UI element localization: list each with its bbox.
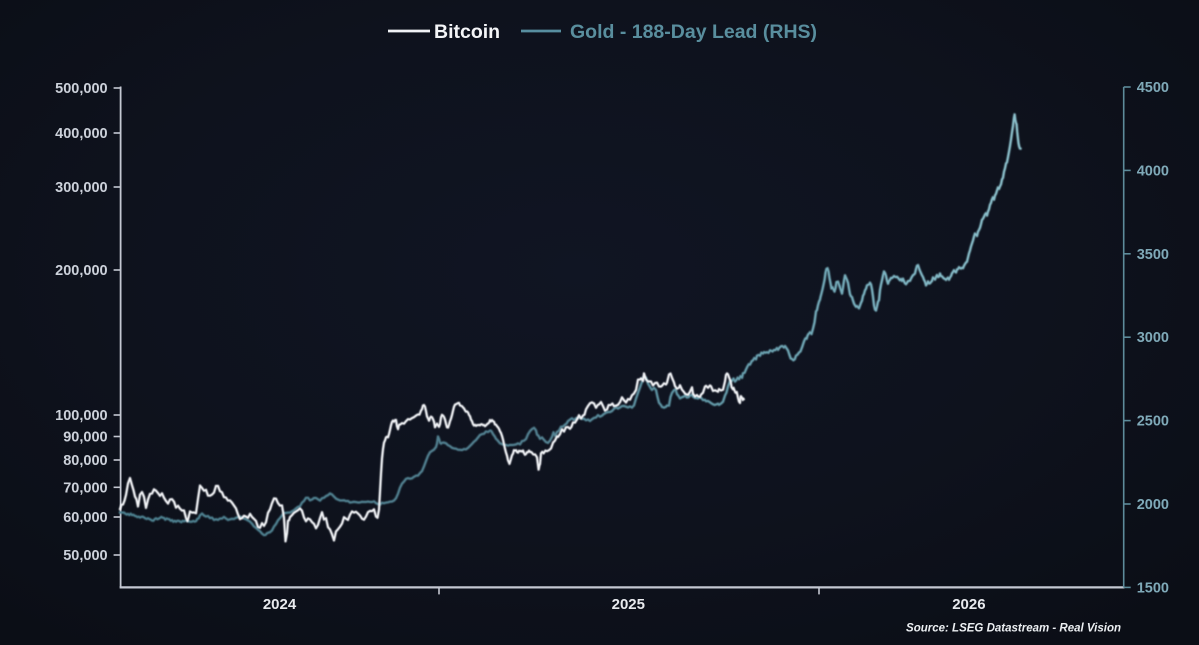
svg-text:50,000: 50,000 (63, 548, 107, 564)
svg-text:4500: 4500 (1137, 80, 1169, 96)
svg-text:2025: 2025 (612, 596, 645, 613)
svg-text:3000: 3000 (1137, 330, 1169, 346)
svg-text:2000: 2000 (1137, 497, 1169, 513)
svg-text:100,000: 100,000 (55, 408, 107, 424)
svg-text:500,000: 500,000 (55, 81, 107, 97)
svg-text:Gold - 188-Day Lead (RHS): Gold - 188-Day Lead (RHS) (570, 21, 817, 43)
svg-text:200,000: 200,000 (55, 263, 107, 279)
svg-text:1500: 1500 (1137, 580, 1169, 596)
svg-text:90,000: 90,000 (63, 430, 107, 446)
svg-text:Source: LSEG Datastream - Real: Source: LSEG Datastream - Real Vision (906, 623, 1121, 635)
svg-text:2024: 2024 (263, 596, 297, 613)
svg-text:60,000: 60,000 (63, 510, 107, 526)
svg-text:400,000: 400,000 (55, 126, 107, 142)
svg-text:2026: 2026 (952, 596, 985, 613)
svg-text:4000: 4000 (1137, 163, 1169, 179)
svg-text:300,000: 300,000 (55, 180, 107, 196)
svg-text:Bitcoin: Bitcoin (434, 21, 500, 43)
svg-text:2500: 2500 (1137, 414, 1169, 430)
svg-text:70,000: 70,000 (63, 480, 107, 496)
svg-text:3500: 3500 (1137, 247, 1169, 263)
svg-text:80,000: 80,000 (63, 453, 107, 469)
